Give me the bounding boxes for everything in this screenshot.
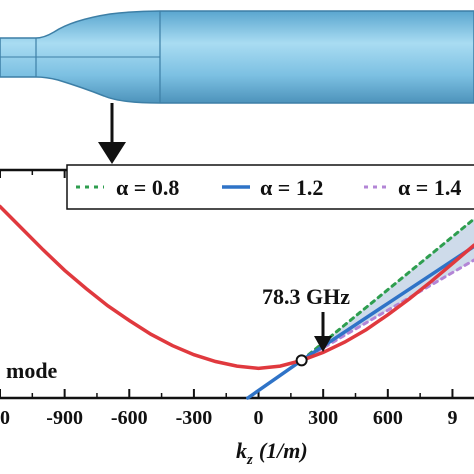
x-axis-label-subscript: z bbox=[246, 452, 253, 468]
legend-label-alpha-08: α = 0.8 bbox=[116, 175, 179, 200]
annotation-label: 78.3 GHz bbox=[262, 284, 350, 309]
marked-point bbox=[295, 354, 308, 367]
x-tick-label-partial-right: 9 bbox=[447, 407, 457, 429]
x-tick-label: 0 bbox=[254, 407, 264, 429]
x-axis-label-unit: (1/m) bbox=[259, 438, 308, 463]
x-tick-label: 600 bbox=[373, 407, 403, 429]
curve-alpha-14 bbox=[300, 258, 474, 362]
legend-label-alpha-12: α = 1.2 bbox=[260, 175, 323, 200]
legend-label-alpha-14: α = 1.4 bbox=[398, 175, 461, 200]
x-axis-label: kz (1/m) bbox=[236, 438, 308, 468]
curves bbox=[0, 204, 474, 400]
x-tick-label: 300 bbox=[308, 407, 338, 429]
pointer-arrowhead bbox=[98, 142, 126, 164]
curve-alpha-12 bbox=[246, 244, 474, 400]
x-tick-label: -900 bbox=[46, 407, 83, 429]
x-tick-label-partial-left: 00 bbox=[0, 407, 10, 429]
bottom-axis-ticks bbox=[0, 389, 454, 398]
curve-dispersion bbox=[0, 204, 474, 371]
legend-box bbox=[66, 164, 474, 210]
mode-label: mode bbox=[6, 358, 58, 383]
annotation-arrowhead bbox=[314, 336, 332, 352]
legend: α = 0.8 α = 1.2 α = 1.4 bbox=[66, 164, 474, 210]
x-tick-labels: -900 -600 -300 0 300 600 00 9 bbox=[0, 407, 457, 429]
waveguide-illustration bbox=[0, 10, 474, 164]
waveguide-body bbox=[0, 10, 474, 104]
x-tick-label: -300 bbox=[176, 407, 213, 429]
x-tick-label: -600 bbox=[111, 407, 148, 429]
